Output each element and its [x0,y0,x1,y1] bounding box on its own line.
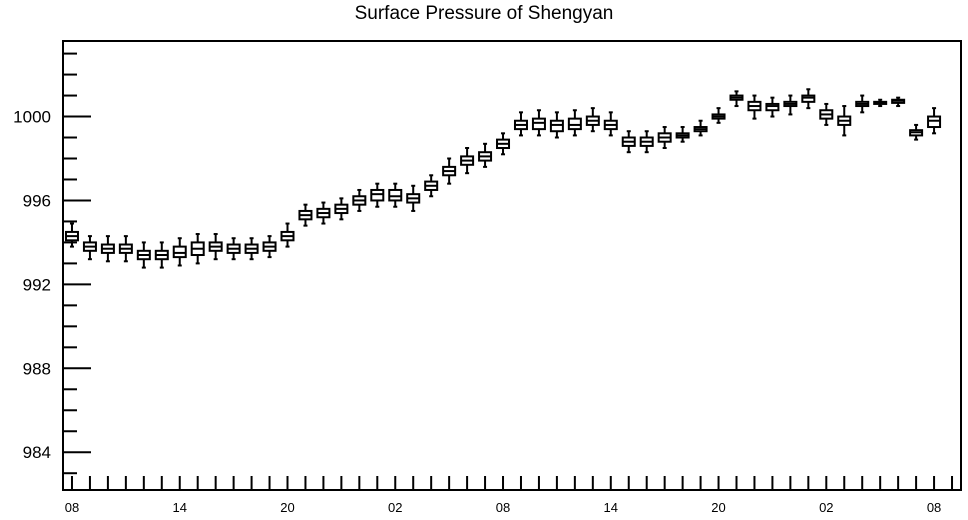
box-body [370,188,385,202]
box-28 [567,109,582,137]
box-24 [496,132,511,156]
box-16 [352,188,367,212]
x-tick-label: 14 [604,500,618,515]
box-body [927,115,942,129]
box-40 [783,94,798,116]
box-15 [334,197,349,221]
box-body [549,119,564,133]
box-body [765,102,780,112]
box-47 [909,123,924,141]
x-tick-label: 08 [927,500,941,515]
x-tick-label: 08 [65,500,79,515]
box-43 [837,105,852,137]
box-29 [585,107,600,133]
box-31 [621,130,636,154]
box-39 [765,96,780,118]
y-tick-label: 992 [23,275,51,294]
box-3 [118,235,133,263]
box-34 [675,126,690,143]
box-7 [190,233,205,265]
box-30 [603,111,618,137]
x-tick-label: 02 [819,500,833,515]
box-4 [136,241,151,269]
box-6 [172,237,187,267]
box-14 [316,201,331,225]
box-33 [657,126,672,150]
x-tick-label: 08 [496,500,510,515]
box-body [801,94,816,103]
box-body [567,117,582,131]
box-18 [388,182,403,208]
x-tick-label: 20 [711,500,725,515]
box-5 [154,241,169,269]
box-27 [549,111,564,139]
box-48 [927,107,942,135]
box-17 [370,182,385,208]
box-26 [531,109,546,137]
box-0 [64,222,79,248]
box-2 [100,235,115,263]
box-9 [226,237,241,261]
box-20 [424,174,439,198]
plot-area-frame [62,40,962,491]
box-32 [639,130,654,154]
box-38 [747,94,762,120]
chart-title: Surface Pressure of Shengyan [354,3,614,24]
box-8 [208,233,223,261]
box-19 [406,184,421,212]
box-21 [442,157,457,185]
y-tick-label: 984 [23,443,51,462]
box-46 [891,96,906,108]
box-body [388,188,403,202]
box-37 [729,90,744,108]
box-44 [855,94,870,114]
box-body [172,245,187,259]
box-22 [460,147,475,175]
x-tick-label: 02 [388,500,402,515]
box-10 [244,237,259,261]
y-tick-label: 996 [23,191,51,210]
box-35 [693,119,708,137]
box-1 [82,235,97,261]
y-tick-label: 1000 [13,108,51,127]
box-25 [513,111,528,137]
box-45 [873,98,888,108]
y-tick-label: 988 [23,359,51,378]
box-42 [819,102,834,126]
x-tick-label: 14 [173,500,187,515]
box-36 [711,107,726,124]
box-41 [801,88,816,110]
box-11 [262,235,277,259]
x-tick-label: 20 [280,500,294,515]
box-12 [280,222,295,248]
box-23 [478,142,493,168]
box-13 [298,203,313,227]
box-body [531,117,546,131]
